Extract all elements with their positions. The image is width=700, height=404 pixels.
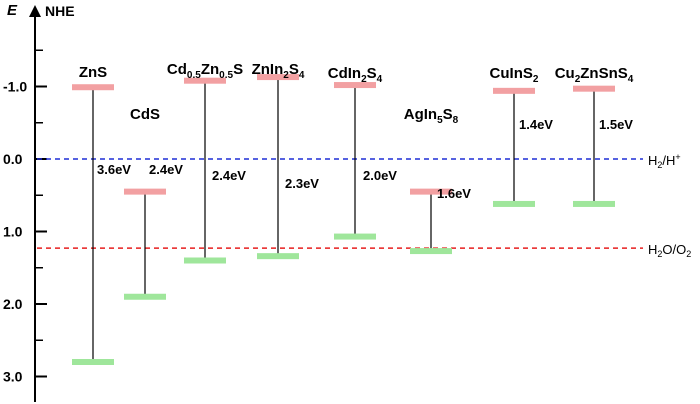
conduction-band-bar [493, 87, 535, 94]
band-gap-label: 2.0eV [363, 168, 397, 183]
band-gap-label: 1.5eV [599, 117, 633, 132]
axis-tick-label: -1.0 [3, 79, 27, 95]
conduction-band-bar [72, 84, 114, 91]
axis-unit-label: NHE [45, 3, 75, 19]
valence-band-bar [257, 253, 299, 260]
valence-band-bar [573, 200, 615, 207]
valence-band-bar [334, 233, 376, 240]
conduction-band-bar [410, 188, 452, 195]
axis-tick-label: 2.0 [3, 296, 23, 312]
valence-band-bar [410, 248, 452, 255]
valence-band-bar [184, 257, 226, 264]
material-label: CdIn2S4 [328, 65, 383, 85]
band-gap-label: 2.4eV [212, 168, 246, 183]
axis-tick-label: 3.0 [3, 369, 23, 385]
material-label: CdS [130, 106, 160, 123]
band-gap-label: 1.6eV [437, 186, 471, 201]
conduction-band-bar [573, 85, 615, 92]
valence-band-bar [72, 359, 114, 365]
h2o-o2-label: H2O/O2 [648, 242, 691, 259]
conduction-band-bar [334, 82, 376, 89]
material-label: AgIn5S8 [404, 106, 459, 126]
material-label: Cu2ZnSnS4 [555, 65, 634, 85]
h2-h-label: H2/H+ [648, 152, 681, 170]
band-gap-label: 2.3eV [285, 176, 319, 191]
valence-band-bar [124, 293, 166, 300]
conduction-band-bar [257, 74, 299, 81]
band-gap-label: 2.4eV [149, 162, 183, 177]
axis-symbol: E [7, 2, 18, 19]
valence-band-bar [493, 200, 535, 207]
material-label: ZnS [79, 64, 107, 81]
material-label: ZnIn2S4 [252, 61, 305, 81]
material-label: Cd0.5Zn0.5S [167, 61, 243, 81]
y-axis-arrow [29, 5, 41, 17]
conduction-band-bar [184, 77, 226, 84]
band-gap-label: 3.6eV [97, 162, 131, 177]
conduction-band-bar [124, 188, 166, 195]
material-label: CuInS2 [490, 65, 539, 85]
axis-tick-label: 1.0 [3, 224, 23, 240]
axis-tick-label: 0.0 [3, 151, 23, 167]
band-gap-label: 1.4eV [519, 117, 553, 132]
